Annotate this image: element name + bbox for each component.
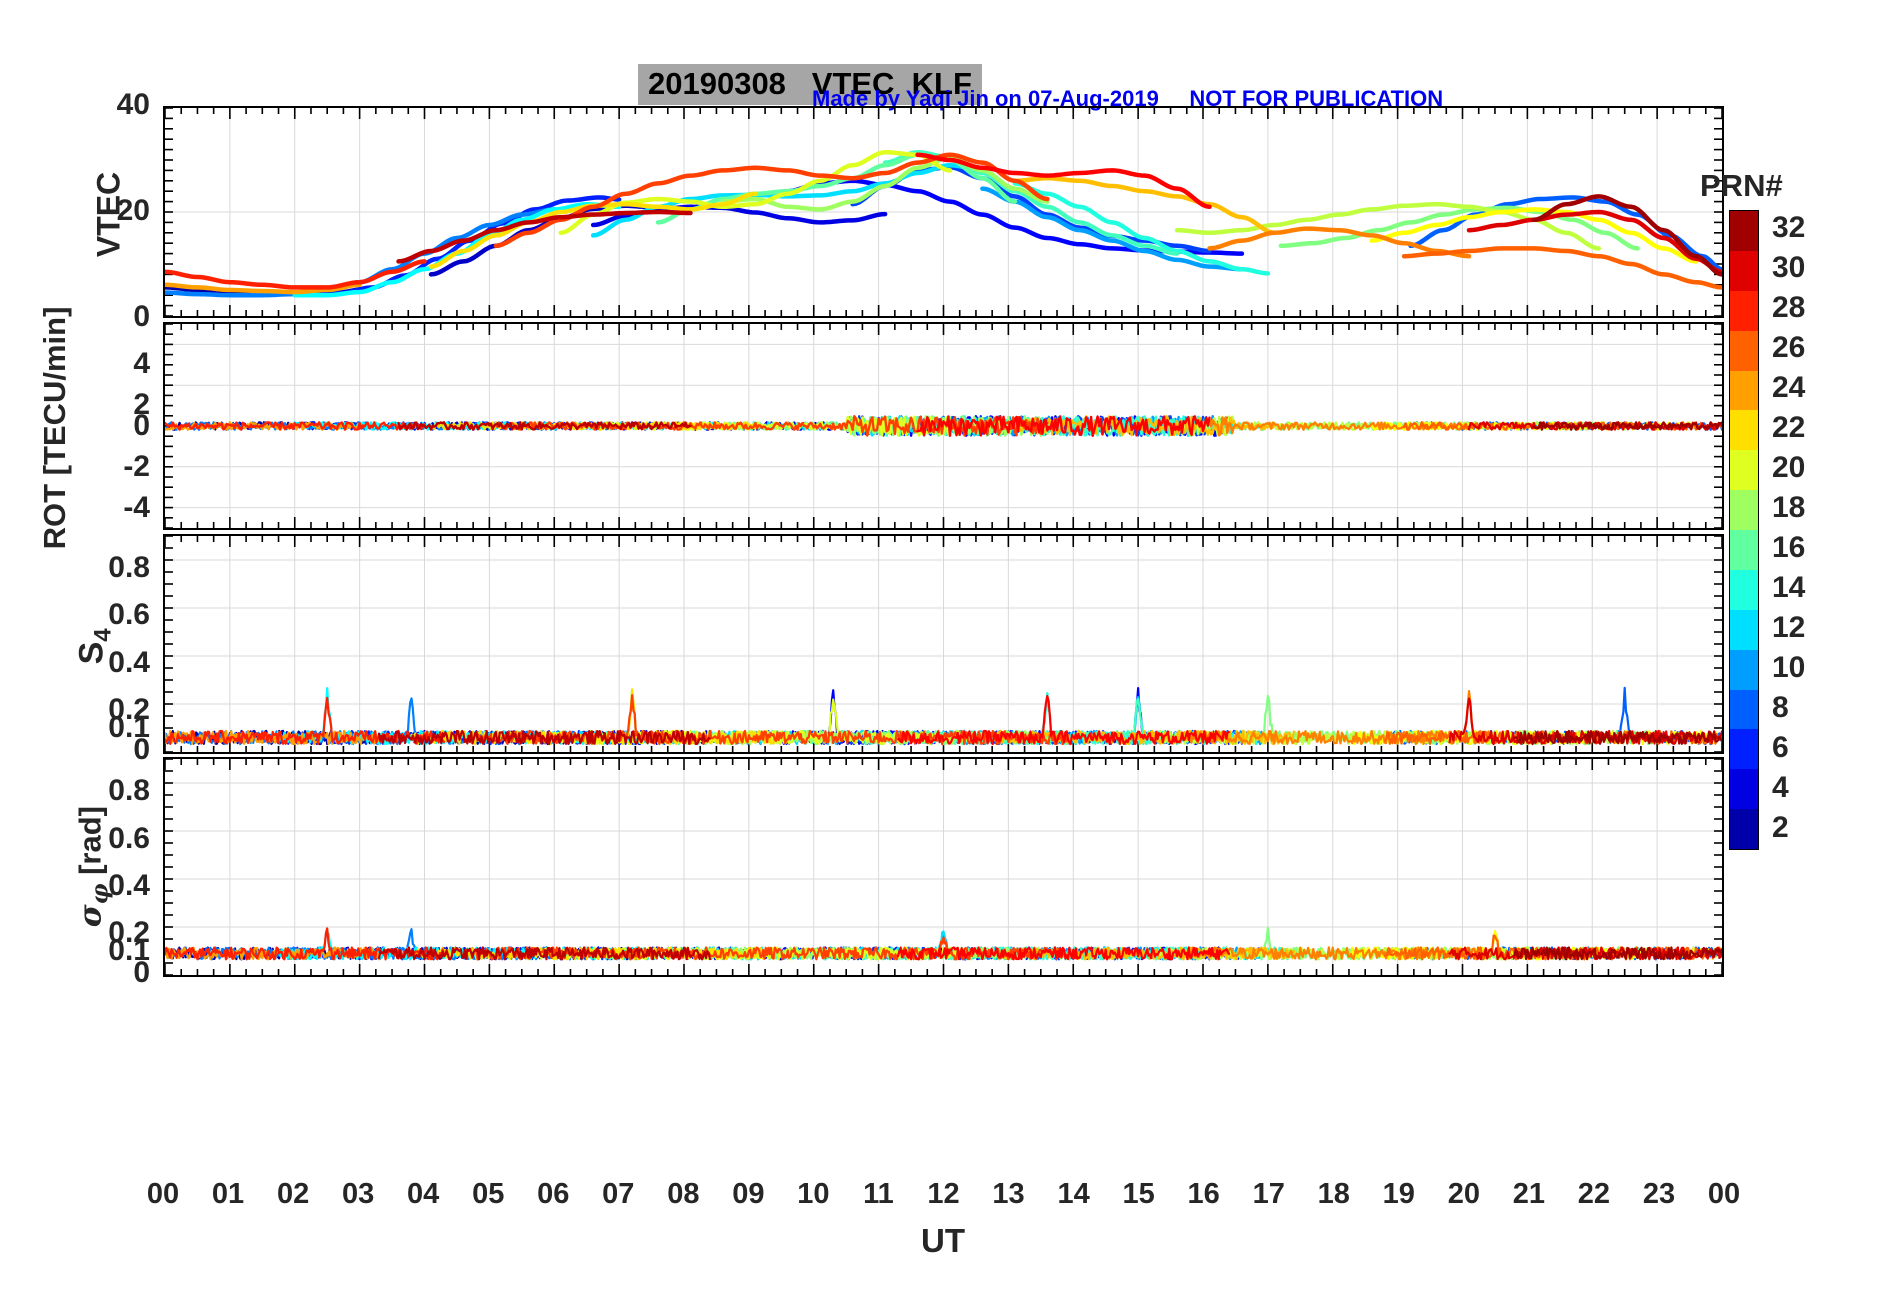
panel-vtec-canvas (165, 108, 1722, 316)
panel-vtec (163, 106, 1724, 318)
panel-s4-ytick-06: 0.6 (108, 598, 150, 631)
colorbar-tick-14: 14 (1772, 571, 1806, 604)
x-axis-label: UT (921, 1222, 965, 1259)
colorbar-band (1730, 769, 1758, 810)
colorbar-tick-10: 10 (1772, 651, 1806, 684)
colorbar-band (1730, 609, 1758, 650)
panel-s4-ytick-04: 0.4 (108, 646, 150, 679)
panel-vtec-ytick-40: 40 (116, 88, 150, 121)
colorbar-band (1730, 729, 1758, 770)
panel-rot (163, 322, 1724, 530)
colorbar-band (1730, 530, 1758, 570)
x-tick-12-12: 12 (927, 1178, 960, 1210)
panel-rot-ytick-2: 2 (133, 388, 150, 421)
colorbar-band (1730, 211, 1758, 251)
x-tick-18-18: 18 (1317, 1178, 1350, 1210)
panel-vtec-ytick-0: 0 (133, 300, 150, 333)
x-tick-03-3: 03 (341, 1178, 375, 1210)
panel-s4 (163, 534, 1724, 754)
panel-rot-ytick-4: 4 (133, 347, 150, 380)
panel-s4-ytick-08: 0.8 (108, 551, 150, 584)
x-tick-04-4: 04 (407, 1178, 440, 1210)
panel-sigma-phi-ytick-0: 0 (133, 956, 150, 989)
x-tick-19-19: 19 (1382, 1178, 1415, 1210)
colorbar-band (1730, 490, 1758, 530)
x-tick-05-5: 05 (472, 1178, 505, 1210)
colorbar-tick-4: 4 (1772, 771, 1789, 804)
x-tick-08-8: 08 (667, 1178, 700, 1210)
colorbar-tick-8: 8 (1772, 691, 1789, 724)
x-tick-01-1: 01 (211, 1178, 245, 1210)
colorbar-tick-16: 16 (1772, 531, 1806, 564)
colorbar-tick-24: 24 (1772, 371, 1806, 404)
colorbar-tick-26: 26 (1772, 331, 1806, 364)
panel-sigma-phi-ytick-08: 0.8 (108, 774, 150, 807)
colorbar-band (1730, 569, 1758, 610)
panel-s4-canvas (165, 536, 1722, 752)
colorbar-band (1730, 649, 1758, 690)
x-tick-02-2: 02 (276, 1178, 310, 1210)
panel-sigma-phi-ytick-04: 0.4 (108, 869, 150, 902)
colorbar-tick-18: 18 (1772, 491, 1806, 524)
x-tick-21-21: 21 (1512, 1178, 1545, 1210)
colorbar-tick-20: 20 (1772, 451, 1806, 484)
colorbar-band (1730, 370, 1758, 411)
panel-rot-ylabel: ROT [TECU/min] (37, 306, 72, 550)
x-tick-00-24: 00 (1707, 1178, 1741, 1210)
x-tick-20-20: 20 (1447, 1178, 1480, 1210)
panel-sigma-phi (163, 757, 1724, 977)
panel-sigma-phi-ytick-02: 0.2 (108, 916, 150, 949)
colorbar-tick-32: 32 (1772, 211, 1806, 244)
colorbar-tick-22: 22 (1772, 411, 1806, 444)
colorbar-tick-12: 12 (1772, 611, 1806, 644)
panel-s4-ytick-01: 0.1 (108, 711, 150, 744)
colorbar-tick-28: 28 (1772, 291, 1806, 324)
panel-sigma-phi-canvas (165, 759, 1722, 975)
x-tick-11-11: 11 (863, 1178, 894, 1210)
x-tick-22-22: 22 (1577, 1178, 1611, 1210)
panel-rot-ytick-neg2: -2 (123, 450, 150, 483)
colorbar-band (1730, 250, 1758, 291)
figure-title: 20190308 VTEC KLF (638, 64, 982, 105)
colorbar-band (1730, 290, 1758, 331)
colorbar-tick-30: 30 (1772, 251, 1806, 284)
colorbar-tick-6: 6 (1772, 731, 1789, 764)
x-tick-06-6: 06 (537, 1178, 570, 1210)
colorbar-band (1730, 410, 1758, 451)
x-tick-16-16: 16 (1187, 1178, 1220, 1210)
x-tick-10-10: 10 (797, 1178, 830, 1210)
colorbar-band (1730, 450, 1758, 491)
x-tick-15-15: 15 (1122, 1178, 1155, 1210)
panel-sigma-phi-ytick-01: 0.1 (108, 934, 150, 967)
panel-rot-ytick-neg4: -4 (123, 491, 150, 524)
x-tick-09-9: 09 (732, 1178, 765, 1210)
panel-rot-canvas (165, 324, 1722, 528)
x-tick-23-23: 23 (1642, 1178, 1676, 1210)
panel-rot-ytick-0: 0 (133, 409, 150, 442)
panel-vtec-ytick-20: 20 (116, 194, 150, 227)
x-tick-14-14: 14 (1057, 1178, 1090, 1210)
x-tick-17-17: 17 (1252, 1178, 1285, 1210)
colorbar-band (1730, 330, 1758, 371)
colorbar (1729, 210, 1759, 850)
x-tick-13-13: 13 (992, 1178, 1025, 1210)
x-tick-00-0: 00 (146, 1178, 180, 1210)
colorbar-band (1730, 689, 1758, 730)
panel-sigma-phi-ytick-06: 0.6 (108, 822, 150, 855)
colorbar-band (1730, 809, 1758, 849)
x-tick-07-7: 07 (602, 1178, 635, 1210)
colorbar-title: PRN# (1700, 168, 1783, 203)
panel-s4-ytick-02: 0.2 (108, 693, 150, 726)
colorbar-tick-2: 2 (1772, 811, 1789, 844)
panel-s4-ytick-0: 0 (133, 733, 150, 766)
